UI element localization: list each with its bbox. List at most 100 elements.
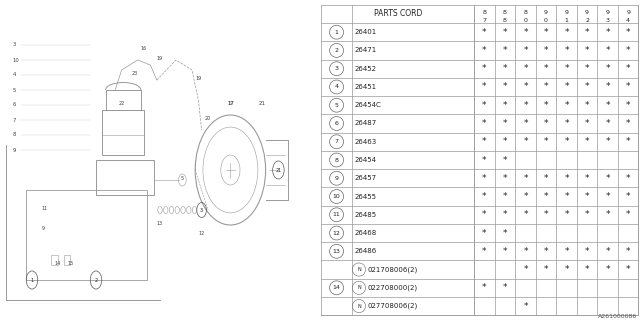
Text: 7: 7 — [335, 139, 339, 144]
Text: 8: 8 — [335, 157, 339, 163]
Text: *: * — [482, 283, 487, 292]
Text: *: * — [503, 174, 508, 183]
Text: *: * — [564, 247, 569, 256]
Text: *: * — [605, 101, 610, 110]
Text: *: * — [564, 119, 569, 128]
Text: 6: 6 — [13, 102, 16, 108]
Text: *: * — [605, 192, 610, 201]
Bar — [96, 160, 154, 195]
Text: 8: 8 — [503, 19, 507, 23]
Text: 13: 13 — [333, 249, 340, 254]
Text: 9: 9 — [544, 10, 548, 15]
Text: 5: 5 — [13, 87, 16, 92]
Text: 21: 21 — [275, 167, 282, 172]
Text: *: * — [503, 192, 508, 201]
Text: 13: 13 — [157, 221, 163, 226]
Text: 26468: 26468 — [355, 230, 377, 236]
Bar — [64, 255, 70, 265]
Text: *: * — [482, 174, 487, 183]
Text: 5: 5 — [181, 176, 184, 181]
Text: *: * — [482, 119, 487, 128]
Text: 8: 8 — [503, 10, 507, 15]
Text: 12: 12 — [198, 231, 205, 236]
Text: *: * — [605, 137, 610, 146]
Text: *: * — [544, 119, 548, 128]
Text: 3: 3 — [200, 207, 203, 212]
Text: 022708000(2): 022708000(2) — [367, 284, 417, 291]
Text: *: * — [564, 46, 569, 55]
Text: *: * — [626, 247, 630, 256]
Text: *: * — [626, 28, 630, 37]
Text: *: * — [524, 137, 528, 146]
Text: 11: 11 — [42, 206, 48, 211]
Bar — [106, 90, 141, 110]
Text: *: * — [564, 192, 569, 201]
Text: *: * — [503, 119, 508, 128]
Text: *: * — [544, 210, 548, 219]
Text: 17: 17 — [227, 101, 234, 106]
Text: 12: 12 — [333, 230, 340, 236]
Text: 20: 20 — [205, 116, 211, 121]
Text: 8: 8 — [13, 132, 16, 138]
Text: 9: 9 — [42, 226, 45, 231]
Text: *: * — [482, 192, 487, 201]
Text: 21: 21 — [259, 101, 266, 106]
Text: 26471: 26471 — [355, 47, 377, 53]
Text: 3: 3 — [335, 66, 339, 71]
Text: *: * — [585, 64, 589, 73]
Text: 10: 10 — [333, 194, 340, 199]
Text: 9: 9 — [335, 176, 339, 181]
Text: 10: 10 — [13, 58, 20, 62]
Text: *: * — [605, 83, 610, 92]
Text: *: * — [564, 83, 569, 92]
Text: *: * — [585, 28, 589, 37]
Text: *: * — [482, 101, 487, 110]
Text: *: * — [482, 228, 487, 237]
Text: *: * — [482, 46, 487, 55]
Text: *: * — [524, 119, 528, 128]
Text: *: * — [482, 156, 487, 164]
Text: 11: 11 — [333, 212, 340, 217]
Text: *: * — [544, 137, 548, 146]
Text: 0: 0 — [524, 19, 527, 23]
Text: *: * — [564, 265, 569, 274]
Text: *: * — [605, 119, 610, 128]
Text: 26451: 26451 — [355, 84, 376, 90]
Text: *: * — [585, 46, 589, 55]
Text: *: * — [544, 64, 548, 73]
Text: 23: 23 — [131, 71, 138, 76]
Text: 26463: 26463 — [355, 139, 377, 145]
Text: *: * — [544, 83, 548, 92]
Text: 9: 9 — [626, 10, 630, 15]
Text: 9: 9 — [605, 10, 610, 15]
Text: 26487: 26487 — [355, 121, 377, 126]
Text: *: * — [564, 174, 569, 183]
Text: *: * — [626, 119, 630, 128]
Text: *: * — [524, 192, 528, 201]
Text: *: * — [605, 247, 610, 256]
Text: *: * — [585, 119, 589, 128]
Text: 8: 8 — [524, 10, 527, 15]
Text: *: * — [544, 101, 548, 110]
Text: *: * — [544, 192, 548, 201]
Text: 14: 14 — [333, 285, 340, 290]
Text: 7: 7 — [13, 117, 16, 123]
Text: 26455: 26455 — [355, 194, 376, 199]
Text: *: * — [503, 101, 508, 110]
Text: *: * — [503, 210, 508, 219]
Text: 4: 4 — [13, 73, 16, 77]
Text: *: * — [626, 210, 630, 219]
Text: *: * — [503, 64, 508, 73]
Text: *: * — [585, 247, 589, 256]
Text: 021708006(2): 021708006(2) — [367, 266, 417, 273]
Text: 22: 22 — [118, 101, 125, 106]
Text: *: * — [482, 64, 487, 73]
Text: *: * — [503, 46, 508, 55]
Text: *: * — [626, 265, 630, 274]
Text: 26401: 26401 — [355, 29, 377, 35]
Text: 2: 2 — [585, 19, 589, 23]
Text: 3: 3 — [605, 19, 610, 23]
Text: 1: 1 — [335, 30, 339, 35]
Text: 14: 14 — [54, 261, 61, 266]
Text: *: * — [482, 210, 487, 219]
